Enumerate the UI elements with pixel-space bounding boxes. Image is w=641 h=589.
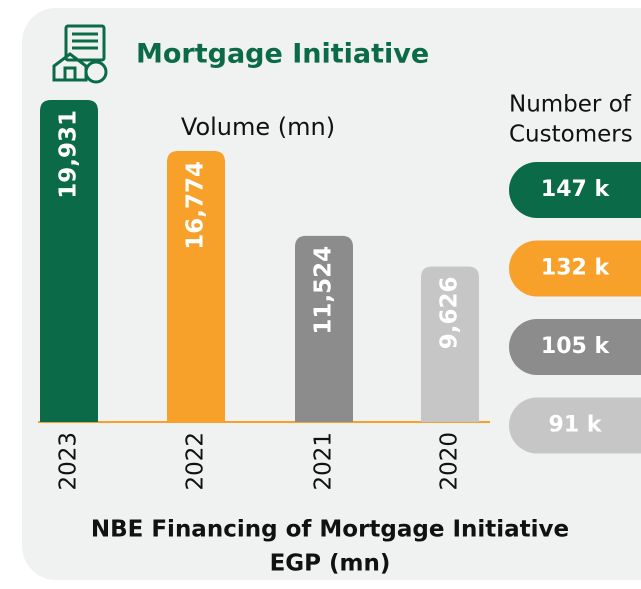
caption: NBE Financing of Mortgage Initiative	[91, 517, 569, 543]
bar	[40, 100, 98, 422]
customers-title: Number of	[509, 92, 632, 118]
customer-pill	[509, 397, 641, 454]
icon	[52, 24, 108, 84]
customer-pill	[509, 319, 641, 375]
customer-pill	[509, 240, 641, 297]
caption: EGP (mn)	[270, 551, 391, 577]
x-tick-label: 2022	[183, 432, 209, 491]
x-tick-label: 2020	[437, 432, 463, 491]
bar	[295, 235, 353, 422]
x-tick-label: 2023	[56, 432, 82, 491]
customer-label: 147 k	[541, 177, 611, 202]
customer-label: 105 k	[541, 334, 611, 359]
chart-title: Mortgage Initiative	[136, 39, 429, 70]
customer-label: 91 k	[549, 413, 603, 438]
x-tick-label: 2021	[311, 432, 337, 491]
bar	[421, 266, 479, 422]
value-label: 16,774	[183, 161, 209, 250]
customers-title: Customers	[509, 122, 633, 148]
customer-label: 132 k	[541, 256, 611, 281]
bar	[167, 151, 225, 422]
value-label: 9,626	[437, 276, 463, 349]
customer-pill	[509, 162, 641, 218]
value-label: 19,931	[56, 110, 82, 199]
value-label: 11,524	[311, 246, 337, 335]
chart-subtitle: Volume (mn)	[181, 113, 335, 141]
